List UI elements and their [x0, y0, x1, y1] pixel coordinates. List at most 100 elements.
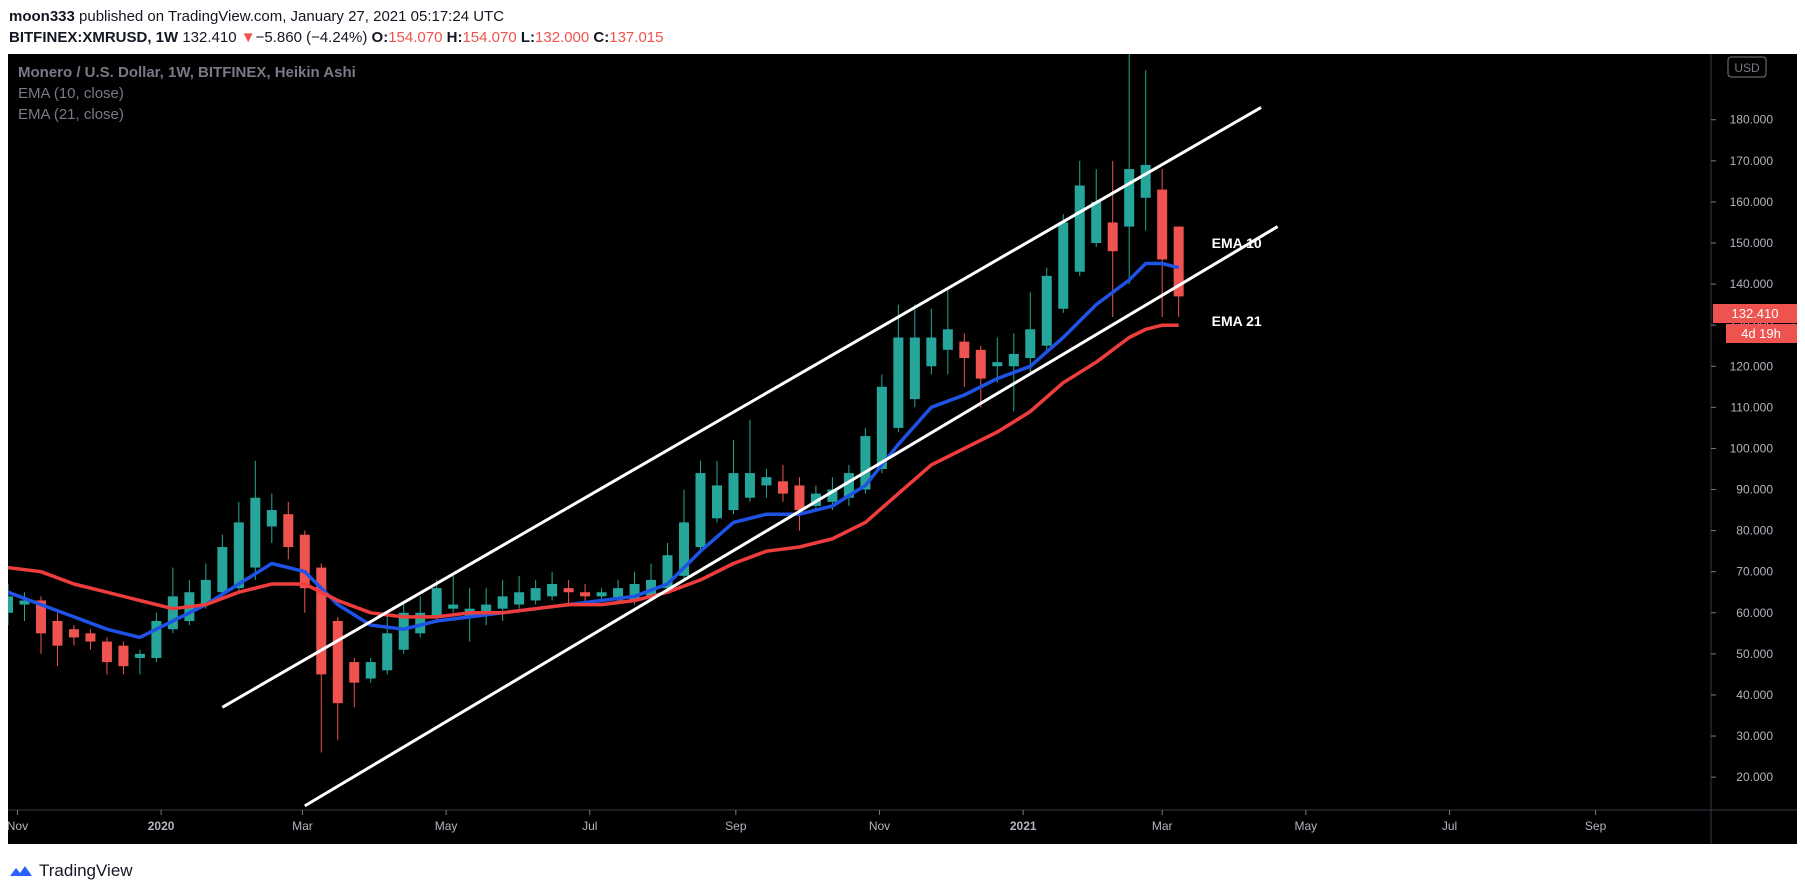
candle-body: [794, 485, 805, 511]
candle-body: [200, 579, 211, 605]
candle-body: [876, 386, 887, 469]
price-chart[interactable]: EMA 10 EMA 21 20.000 30.000 40.000 50.000 60.…: [8, 54, 1797, 844]
x-tick-label: Nov: [8, 819, 28, 833]
x-tick-label: Mar: [1152, 819, 1173, 833]
open-value: 154.070: [388, 29, 443, 46]
candle-body: [1025, 329, 1036, 359]
legend-title: Monero / U.S. Dollar, 1W, BITFINEX, Heik…: [18, 64, 356, 81]
candle-body: [1107, 222, 1118, 252]
candle-body: [382, 633, 393, 671]
candle-body: [233, 522, 244, 589]
candle-body: [1124, 169, 1135, 227]
candle-body: [217, 547, 228, 593]
close-value: 137.015: [609, 29, 664, 46]
close-label: C:: [593, 29, 610, 46]
legend-ema10[interactable]: EMA (10, close): [18, 85, 124, 102]
x-tick-label: 2020: [148, 819, 175, 833]
candle-body: [942, 329, 953, 350]
y-tick-label: 150.000: [1730, 236, 1774, 250]
candle-body: [679, 522, 690, 576]
candle-body: [68, 629, 79, 638]
y-tick-label: 40.000: [1736, 688, 1773, 702]
candle-body: [514, 592, 525, 605]
y-tick-label: 120.000: [1730, 359, 1774, 373]
upper-channel-line[interactable]: [221, 106, 1262, 709]
ema10-line: [8, 261, 1180, 640]
lower-channel-line[interactable]: [304, 225, 1279, 808]
open-label: O:: [371, 29, 389, 46]
publish-info: moon333 published on TradingView.com, Ja…: [9, 8, 504, 25]
symbol-label: BITFINEX:XMRUSD, 1W: [9, 29, 179, 46]
candle-body: [283, 514, 294, 548]
candle-body: [662, 555, 673, 589]
candle-body: [431, 588, 442, 617]
y-tick-label: 90.000: [1736, 483, 1773, 497]
candle-body: [1041, 275, 1052, 346]
y-tick-label: 180.000: [1730, 113, 1774, 127]
chart-area[interactable]: EMA 10 EMA 21 20.000 30.000 40.000 50.000 60.…: [8, 54, 1797, 844]
last-price-tag-label: 132.410: [1732, 306, 1779, 321]
brand-name: TradingView: [39, 861, 133, 880]
candle-body: [1008, 353, 1019, 367]
candle-body: [101, 641, 112, 663]
tradingview-logo-icon: [10, 866, 32, 876]
symbol-info: BITFINEX:XMRUSD, 1W 132.410 ▼−5.860 (−4.…: [9, 29, 663, 46]
author-name[interactable]: moon333: [9, 8, 75, 25]
y-tick-label: 110.000: [1731, 400, 1774, 414]
low-value: 132.000: [535, 29, 590, 46]
last-price-tag: 132.410: [1713, 304, 1797, 323]
x-tick-label: Jul: [1442, 819, 1457, 833]
candle-body: [85, 633, 96, 642]
candle-body: [992, 362, 1003, 367]
candle-body: [744, 473, 755, 498]
x-tick-label: Sep: [1585, 819, 1607, 833]
candle-body: [827, 489, 838, 502]
x-tick-label: Jul: [582, 819, 597, 833]
candle-body: [530, 588, 541, 601]
candle-body: [646, 579, 657, 597]
ema10-annotation[interactable]: EMA 10: [1212, 235, 1262, 251]
footer-brand[interactable]: TradingView: [9, 861, 133, 881]
candle-body: [266, 510, 277, 527]
candle-body: [563, 588, 574, 593]
x-tick-label: 2021: [1010, 819, 1037, 833]
candle-body: [349, 662, 360, 683]
legend-ema21[interactable]: EMA (21, close): [18, 106, 124, 123]
candle-body: [777, 481, 788, 494]
candle-body: [118, 645, 129, 667]
x-tick-label: Nov: [869, 819, 890, 833]
countdown-tag: 4d 19h: [1726, 324, 1797, 343]
candle-body: [596, 592, 607, 597]
candle-body: [35, 600, 46, 634]
candle-body: [365, 662, 376, 679]
candle-body: [1091, 201, 1102, 243]
candle-body: [1074, 185, 1085, 272]
candle-body: [926, 337, 937, 367]
price-change: −5.860 (−4.24%): [255, 29, 368, 46]
candle-body: [316, 567, 327, 675]
candle-body: [547, 584, 558, 597]
x-tick-label: Sep: [725, 819, 747, 833]
candle-body: [151, 621, 162, 658]
countdown-label: 4d 19h: [1741, 326, 1781, 341]
candle-body: [860, 436, 871, 490]
candle-body: [1058, 222, 1069, 309]
y-tick-label: 70.000: [1736, 565, 1773, 579]
currency-button[interactable]: USD: [1727, 56, 1767, 78]
candle-body: [52, 621, 63, 646]
candle-body: [580, 592, 591, 597]
candle-body: [959, 341, 970, 359]
candle-body: [19, 600, 30, 605]
x-tick-label: Mar: [292, 819, 313, 833]
candle-body: [250, 497, 261, 568]
currency-label: USD: [1734, 61, 1760, 75]
x-tick-label: May: [1295, 819, 1318, 833]
low-label: L:: [520, 29, 536, 46]
y-tick-label: 60.000: [1736, 606, 1773, 620]
candle-body: [497, 596, 508, 609]
y-tick-label: 100.000: [1730, 441, 1774, 455]
y-tick-label: 80.000: [1736, 524, 1773, 538]
high-value: 154.070: [462, 29, 517, 46]
ema21-annotation[interactable]: EMA 21: [1212, 313, 1262, 329]
down-arrow-icon: ▼: [240, 29, 256, 46]
